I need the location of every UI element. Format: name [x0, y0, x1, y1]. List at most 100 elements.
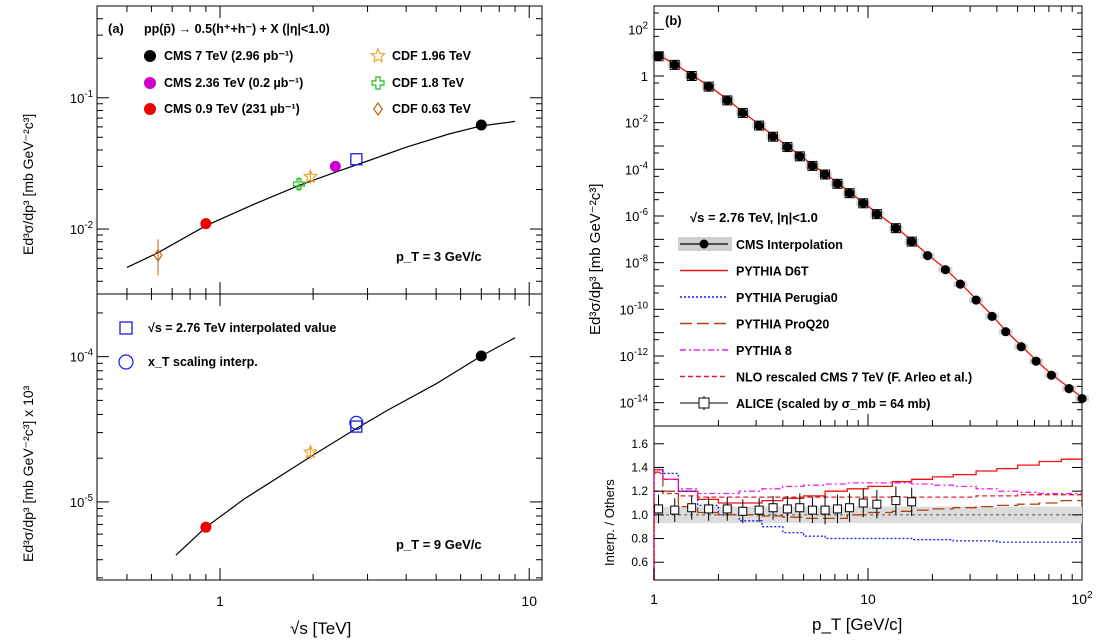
b-xtick-label: 102 — [1071, 590, 1093, 607]
b-ratio-ytick-label: 1.4 — [631, 460, 648, 474]
panel-a-bottom-annotation: p_T = 9 GeV/c — [396, 537, 482, 552]
a-top-point-4 — [292, 177, 306, 191]
b-cms-point — [1077, 393, 1087, 404]
b-ratio-alice-point — [820, 505, 830, 515]
b-cms-point — [1064, 384, 1074, 394]
b-cms-point — [1046, 370, 1057, 380]
legend-a-marker — [119, 321, 133, 335]
b-cms-point — [795, 151, 805, 161]
b-cms-point — [832, 179, 843, 189]
a-xtick-label: 10 — [521, 593, 537, 609]
legend-b-label: PYTHIA Perugia0 — [736, 291, 838, 305]
legend-b-label: ALICE (scaled by σ_mb = 64 mb) — [736, 397, 930, 411]
a-top-ytick-label: 10-1 — [70, 89, 93, 106]
panel-b-legend-title: √s = 2.76 TeV, |η|<1.0 — [690, 210, 818, 225]
a-top-point-6 — [350, 153, 363, 166]
legend-b-label: PYTHIA D6T — [736, 265, 809, 279]
a-top-point-5 — [153, 248, 163, 262]
b-ratio-alice-point — [907, 497, 917, 507]
b-ratio-line-0 — [653, 458, 1082, 580]
panel-b-legend: CMS Interpolation PYTHIA D6T PYTHIA Perugi… — [678, 237, 972, 411]
b-cms-point — [704, 82, 714, 92]
b-cms-point — [907, 236, 917, 247]
b-ratio-line-2 — [653, 471, 1082, 580]
b-cms-point — [891, 223, 901, 233]
legend-b-label: PYTHIA ProQ20 — [736, 318, 829, 332]
panel-a-xlabel: √s [TeV] — [290, 619, 351, 638]
b-cms-point — [782, 142, 792, 152]
b-ratio-line-4 — [653, 490, 1082, 580]
a-xtick-label: 1 — [216, 593, 224, 609]
b-ytick-label: 10-6 — [625, 207, 648, 224]
legend-b-label: PYTHIA 8 — [736, 344, 792, 358]
b-ratio-ytick-label: 0.6 — [631, 555, 648, 569]
legend-a-label: CDF 1.8 TeV — [392, 76, 465, 90]
panel-b-main-plot — [651, 51, 1089, 404]
panel-a-header: pp(p̄) → 0.5(h⁺+h⁻) + X (|η|<1.0) — [144, 22, 330, 36]
b-ratio-alice-point — [722, 504, 732, 514]
b-ratio-alice-point — [845, 503, 855, 513]
b-ratio-ytick-label: 1.0 — [631, 508, 648, 522]
b-ytick-label: 102 — [628, 20, 648, 37]
legend-b-marker — [698, 397, 710, 409]
a-bot-point-4 — [349, 415, 364, 430]
legend-a-marker — [373, 101, 383, 117]
b-xtick-label: 1 — [650, 591, 658, 607]
b-cms-point — [687, 71, 697, 81]
b-ratio-alice-point — [738, 506, 748, 516]
b-ytick-label: 10-14 — [619, 394, 648, 411]
b-ratio-alice-point — [704, 504, 714, 514]
legend-a-marker — [144, 77, 156, 89]
b-ratio-alice-point — [754, 505, 764, 515]
legend-b-label: NLO rescaled CMS 7 TeV (F. Arleo et al.) — [736, 371, 972, 385]
a-bot-ytick-label: 10-5 — [70, 493, 94, 510]
b-cms-point — [754, 120, 764, 131]
b-ratio-alice-point — [891, 496, 901, 506]
b-ratio-ytick-label: 1.2 — [631, 484, 648, 498]
panel-a-ylabel-bottom: Ed³σ/dp³ [mb GeV⁻²c³] x 10³ — [20, 385, 36, 562]
legend-a-label: CMS 7 TeV (2.96 pb⁻¹) — [164, 49, 293, 63]
legend-a-label: CDF 0.63 TeV — [392, 102, 472, 116]
panel-b-xlabel: p_T [GeV/c] — [812, 615, 902, 634]
b-ratio-ytick-label: 1.6 — [631, 437, 648, 451]
b-cms-point — [923, 251, 933, 261]
panel-b-ratio-ylabel: Interp. / Others — [602, 479, 617, 566]
legend-b-marker — [699, 239, 709, 249]
b-ratio-alice-point — [795, 503, 805, 513]
a-top-point-0 — [475, 119, 487, 131]
b-cms-point — [872, 209, 882, 219]
legend-a-marker — [371, 76, 385, 90]
legend-b-label: CMS Interpolation — [736, 238, 843, 252]
b-ratio-alice-point — [872, 499, 882, 509]
b-cms-point — [768, 132, 778, 142]
legend-a-marker — [369, 47, 387, 63]
panel-b-ratio-plot — [653, 458, 1082, 580]
b-ratio-ytick-label: 0.8 — [631, 532, 648, 546]
axes: 10-210-110-510-41 1010-1410-1210-1010-810… — [70, 5, 1093, 609]
b-cms-point — [987, 311, 997, 321]
legend-a-label: CDF 1.96 TeV — [392, 49, 472, 63]
b-cms-point — [940, 265, 951, 275]
panel-b-ylabel: Ed³σ/dp³ [mb GeV⁻²c³] — [587, 184, 604, 335]
a-top-ytick-label: 10-2 — [70, 220, 93, 237]
b-ytick-label: 10-12 — [619, 347, 648, 364]
b-cms-point — [1001, 327, 1011, 337]
b-cms-point — [955, 279, 965, 289]
legend-a-label: x_T scaling interp. — [148, 355, 258, 369]
a-bot-point-2 — [302, 444, 318, 459]
b-cms-point — [1016, 342, 1026, 352]
panel-a-top-plot — [126, 119, 516, 276]
b-ratio-alice-point — [807, 505, 817, 515]
legend-a-marker — [144, 50, 156, 62]
b-ratio-alice-point — [768, 503, 778, 513]
b-cms-point — [653, 51, 664, 61]
b-ytick-label: 10-8 — [625, 254, 648, 271]
b-cms-point — [738, 108, 748, 118]
b-cms-point — [858, 198, 868, 208]
a-bot-point-1 — [200, 521, 212, 533]
panel-a-bottom-frame — [96, 293, 543, 581]
b-ratio-line-1 — [653, 466, 1082, 580]
a-top-point-1 — [329, 160, 341, 172]
b-cms-point — [722, 95, 732, 106]
